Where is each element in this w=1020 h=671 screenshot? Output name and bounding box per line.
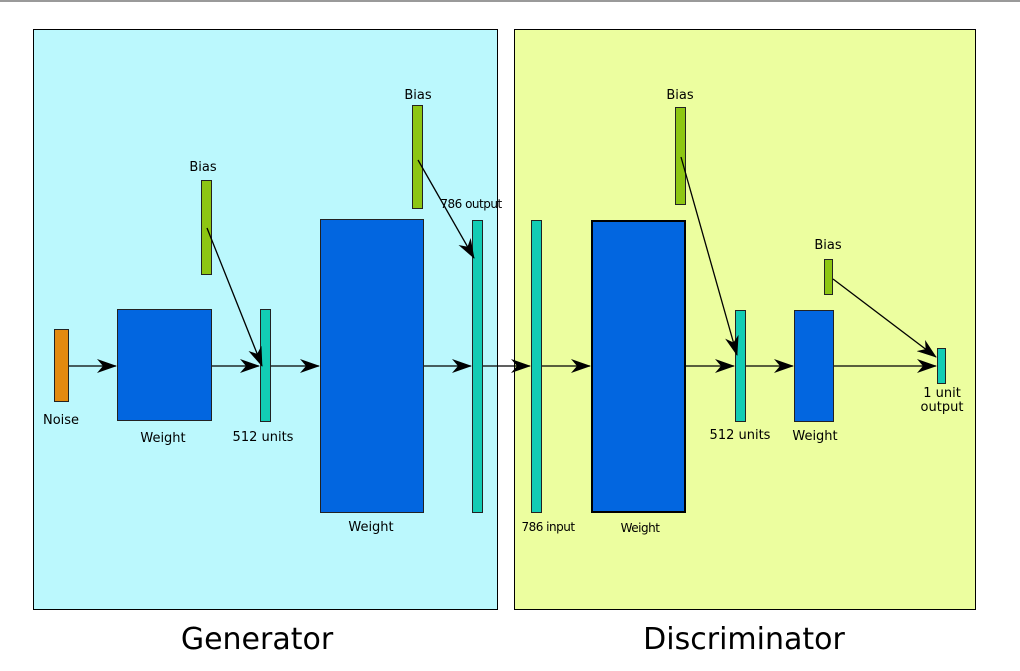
generator-bias1-label: Bias <box>189 160 217 175</box>
generator-weight1-label: Weight <box>140 431 186 446</box>
noise-vector <box>54 329 69 402</box>
discriminator-bias2-label: Bias <box>814 238 842 253</box>
discriminator-weight-1 <box>591 220 686 513</box>
generator-bias-1 <box>201 180 212 275</box>
discriminator-output-unit <box>937 348 946 384</box>
generator-bias-2 <box>412 105 423 209</box>
discriminator-title: Discriminator <box>643 622 845 657</box>
noise-label: Noise <box>42 413 80 428</box>
discriminator-hidden-label: 512 units <box>709 428 771 443</box>
generator-title: Generator <box>180 622 334 657</box>
generator-weight2-label: Weight <box>348 520 394 535</box>
discriminator-output-label-line2: output <box>920 400 964 415</box>
arrow-dbias2-to-output <box>832 278 937 358</box>
generator-hidden-label: 512 units <box>232 430 294 445</box>
arrow-bias2-to-output <box>417 159 475 259</box>
discriminator-hidden-units <box>735 310 746 422</box>
generator-output-label: 786 output <box>440 197 502 211</box>
discriminator-weight1-label: Weight <box>620 521 660 535</box>
arrow-dbias1-to-hidden <box>680 156 739 356</box>
discriminator-weight-2 <box>794 310 834 422</box>
discriminator-input-label: 786 input <box>521 520 575 534</box>
discriminator-input-units <box>531 220 542 513</box>
arrow-bias1-to-hidden <box>206 227 263 367</box>
generator-weight-2 <box>320 219 424 513</box>
discriminator-bias-2 <box>824 259 833 295</box>
generator-bias2-label: Bias <box>404 88 432 103</box>
generator-weight-1 <box>117 309 212 421</box>
top-rule <box>0 0 1020 2</box>
discriminator-output-label-line1: 1 unit <box>923 386 961 401</box>
discriminator-bias-1 <box>675 107 686 205</box>
discriminator-bias1-label: Bias <box>666 88 694 103</box>
discriminator-weight2-label: Weight <box>792 429 838 444</box>
generator-output-units <box>472 220 483 513</box>
